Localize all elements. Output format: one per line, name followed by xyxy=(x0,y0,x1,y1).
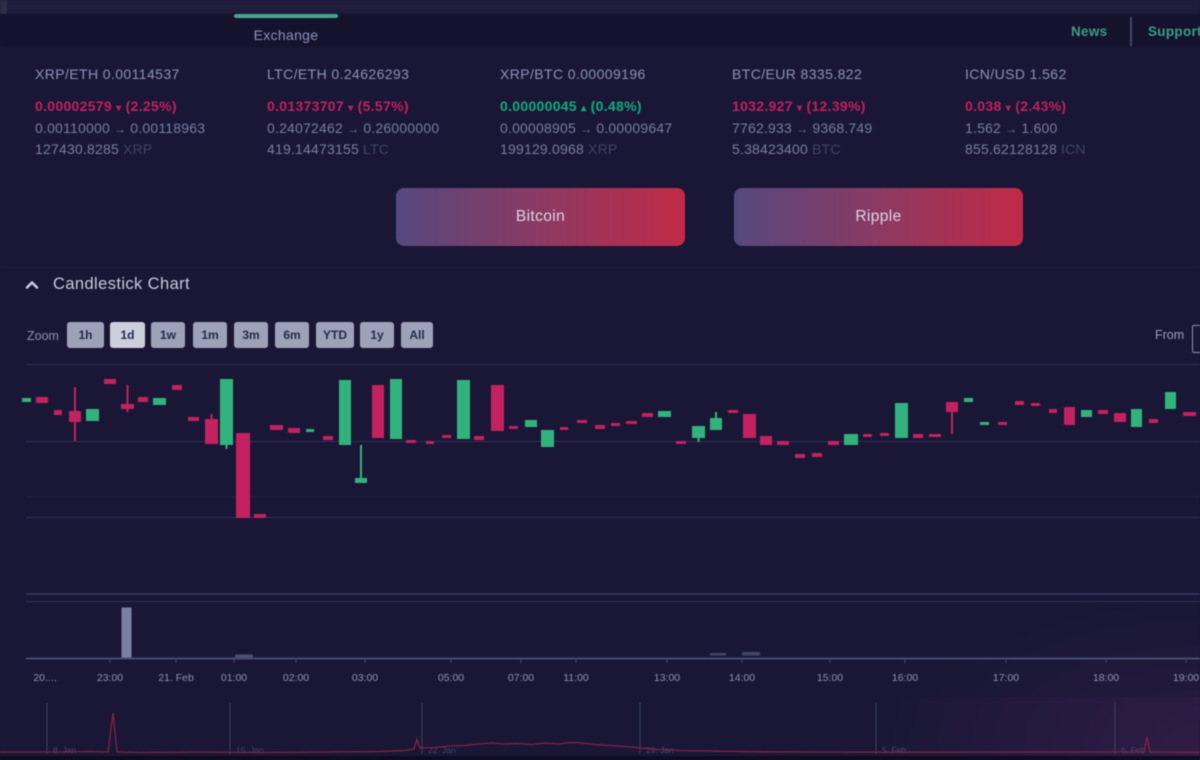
svg-text:17:00: 17:00 xyxy=(993,672,1019,684)
svg-text:22. Jan: 22. Jan xyxy=(428,745,456,755)
svg-text:15:00: 15:00 xyxy=(817,672,843,684)
svg-text:19:00: 19:00 xyxy=(1173,672,1199,684)
svg-text:07:00: 07:00 xyxy=(508,672,534,684)
svg-text:11:00: 11:00 xyxy=(563,672,589,684)
svg-text:21. Feb: 21. Feb xyxy=(158,672,194,684)
svg-text:14:00: 14:00 xyxy=(729,672,755,684)
svg-text:03:00: 03:00 xyxy=(352,672,378,684)
svg-text:6. Feb: 6. Feb xyxy=(1121,745,1145,755)
svg-text:8. Jan: 8. Jan xyxy=(53,745,76,755)
svg-text:02:00: 02:00 xyxy=(283,672,309,684)
svg-text:16:00: 16:00 xyxy=(892,672,918,684)
svg-text:01:00: 01:00 xyxy=(221,672,247,684)
svg-text:23:00: 23:00 xyxy=(97,672,123,684)
svg-text:20....: 20.... xyxy=(33,672,56,684)
svg-text:13:00: 13:00 xyxy=(654,672,680,684)
svg-text:15. Jan: 15. Jan xyxy=(236,745,264,755)
svg-text:5. Feb: 5. Feb xyxy=(882,745,906,755)
svg-text:05:00: 05:00 xyxy=(438,672,464,684)
svg-text:18:00: 18:00 xyxy=(1093,672,1119,684)
